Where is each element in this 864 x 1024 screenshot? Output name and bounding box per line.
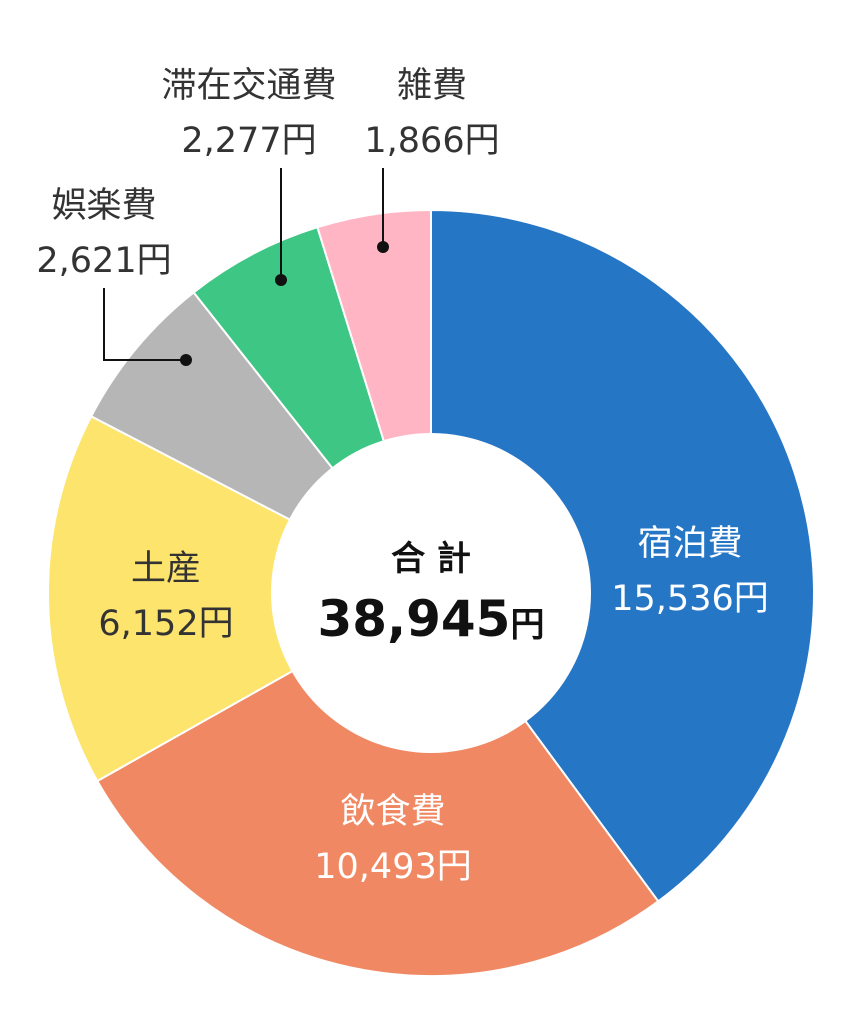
chart-slices — [47, 208, 816, 978]
label-value-souvenir: 6,152円 — [98, 604, 233, 644]
leader-dot-misc — [377, 241, 389, 253]
leader-lines — [103, 168, 389, 366]
donut-hole — [271, 433, 591, 753]
slice-labels: 宿泊費 15,536円 飲食費 10,493円 土産 6,152円 娯楽費 2,… — [36, 66, 768, 887]
center-total-unit: 円 — [510, 605, 544, 645]
label-name-misc: 雑費 — [397, 66, 467, 106]
center-total: 38,945円 — [318, 590, 545, 648]
label-name-food: 飲食費 — [340, 792, 445, 832]
label-name-local-transport: 滞在交通費 — [161, 66, 336, 106]
leader-dot-entertainment — [180, 354, 192, 366]
label-name-accommodation: 宿泊費 — [637, 524, 742, 564]
label-name-souvenir: 土産 — [131, 549, 201, 589]
leader-line-entertainment — [103, 288, 186, 361]
slice-souvenir — [47, 414, 434, 783]
center-title: 合 計 — [391, 539, 471, 579]
center-total-value: 38,945 — [318, 590, 511, 648]
slice-accommodation — [430, 208, 816, 903]
label-value-entertainment: 2,621円 — [36, 241, 171, 281]
leader-dot-local-transport — [275, 274, 287, 286]
label-value-accommodation: 15,536円 — [611, 579, 768, 619]
label-value-food: 10,493円 — [314, 847, 471, 887]
label-value-misc: 1,866円 — [364, 121, 499, 161]
label-name-entertainment: 娯楽費 — [51, 186, 156, 226]
label-value-local-transport: 2,277円 — [181, 121, 316, 161]
slice-food — [95, 591, 660, 978]
